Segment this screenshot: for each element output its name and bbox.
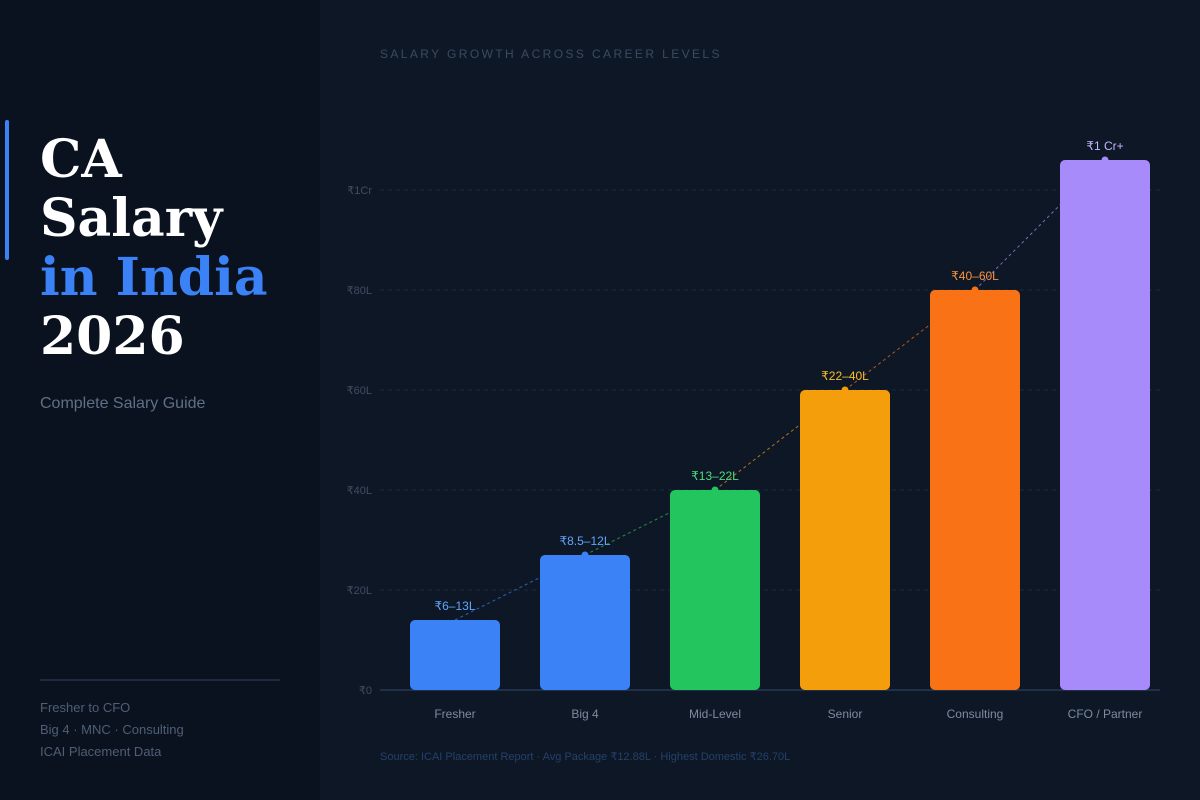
note-item: ICAI Placement Data xyxy=(40,744,162,759)
y-tick-label: ₹20L xyxy=(347,585,372,597)
bar-mid-level xyxy=(670,490,760,690)
data-label: ₹13–22L xyxy=(691,469,739,483)
notes-list: Fresher to CFO Big 4 · MNC · Consulting … xyxy=(40,697,184,763)
source-prefix: Source: ICAI Placement Report xyxy=(380,751,534,763)
y-tick-label: ₹80L xyxy=(347,285,372,297)
y-tick-label: ₹1Cr xyxy=(347,185,372,197)
data-label: ₹6–13L xyxy=(434,599,475,613)
trend-point xyxy=(971,286,979,294)
source-note: Source: ICAI Placement Report · Avg Pack… xyxy=(380,750,790,763)
source-highest: Highest Domestic ₹26.70L xyxy=(660,751,791,763)
trend-point xyxy=(581,551,589,559)
trend-point xyxy=(1101,156,1109,164)
divider xyxy=(40,679,280,681)
source-separator: · xyxy=(533,751,543,763)
title-line: CA xyxy=(40,129,122,190)
data-label: ₹22–40L xyxy=(821,369,869,383)
x-tick-label: Big 4 xyxy=(571,707,599,721)
page-title: CA Salary in India 2026 xyxy=(40,130,268,366)
x-tick-label: Senior xyxy=(828,707,863,721)
bar-chart: ₹0 ₹20L ₹40L ₹60L ₹80L ₹1Cr Fresher ₹6–13L Big 4… xyxy=(347,139,1160,721)
bar-big-4 xyxy=(540,555,630,690)
y-tick-label: ₹0 xyxy=(359,685,372,697)
x-tick-label: Fresher xyxy=(434,707,475,721)
title-line: 2026 xyxy=(40,306,185,367)
accent-bar xyxy=(5,120,9,260)
title-line-highlight: in India xyxy=(40,247,268,308)
chart-panel: SALARY GROWTH ACROSS CAREER LEVELS ₹0 ₹20… xyxy=(320,0,1200,800)
bar-fresher xyxy=(410,620,500,690)
y-tick-label: ₹60L xyxy=(347,385,372,397)
note-item: Big 4 · MNC · Consulting xyxy=(40,722,184,737)
source-separator: · xyxy=(650,751,661,763)
bar-senior xyxy=(800,390,890,690)
subtitle: Complete Salary Guide xyxy=(40,395,206,412)
trend-segment xyxy=(454,554,586,621)
trend-segment xyxy=(974,159,1106,291)
source-avg: Avg Package ₹12.88L xyxy=(542,751,651,763)
bar-consulting xyxy=(930,290,1020,690)
title-line: Salary xyxy=(40,188,223,249)
y-tick-label: ₹40L xyxy=(347,485,372,497)
bar-cfo-partner xyxy=(1060,160,1150,690)
note-item: Fresher to CFO xyxy=(40,700,131,715)
chart-heading: SALARY GROWTH ACROSS CAREER LEVELS xyxy=(380,47,722,61)
data-label: ₹8.5–12L xyxy=(559,534,610,548)
sidebar: CA Salary in India 2026 Complete Salary … xyxy=(0,0,320,800)
x-tick-label: CFO / Partner xyxy=(1068,707,1143,721)
data-label: ₹1 Cr+ xyxy=(1086,139,1123,153)
trend-segment xyxy=(584,489,716,556)
trend-point xyxy=(711,486,719,494)
x-tick-label: Consulting xyxy=(947,707,1004,721)
data-label: ₹40–60L xyxy=(951,269,999,283)
trend-point xyxy=(841,386,849,394)
x-tick-label: Mid-Level xyxy=(689,707,741,721)
